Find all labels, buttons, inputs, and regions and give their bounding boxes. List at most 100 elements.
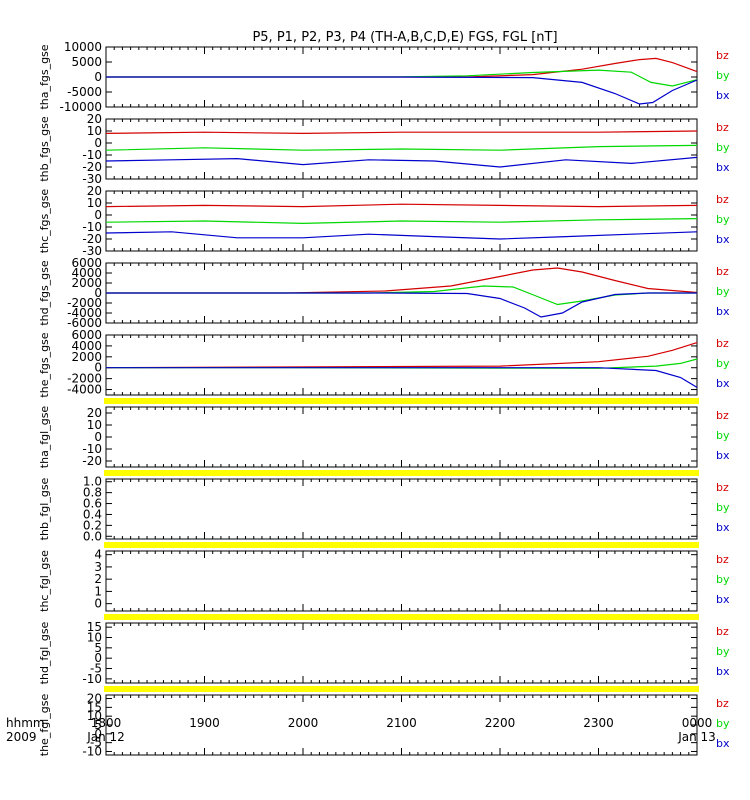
y-tick-label: 4	[94, 548, 102, 562]
y-tick-label: -10000	[59, 100, 102, 114]
y-tick-label: 10	[87, 196, 102, 210]
legend-entry-bx: bx	[716, 593, 730, 606]
legend-entry-bx: bx	[716, 89, 730, 102]
legend-entry-bx: bx	[716, 233, 730, 246]
legend-entry-by: by	[716, 141, 730, 154]
y-tick-label: -10	[82, 148, 102, 162]
y-axis-label: thb_fgl_gse	[38, 477, 51, 540]
x-end-date-label: Jan 13	[677, 730, 716, 744]
y-tick-label: 6000	[71, 328, 102, 342]
y-tick-label: 0	[94, 430, 102, 444]
panel-frame	[105, 550, 698, 612]
series-line-bx	[106, 292, 697, 318]
legend-entry-by: by	[716, 645, 730, 658]
series-line-bz	[106, 267, 698, 294]
y-tick-label: -6000	[67, 316, 102, 330]
y-tick-label: -10	[82, 744, 102, 758]
x-tick-label: 2300	[583, 716, 614, 730]
data-flag-bar	[104, 398, 699, 404]
legend-entry-bz: bz	[716, 193, 729, 206]
x-tick-label: 1900	[189, 716, 220, 730]
panel-thb_fgl_gse: 1.00.80.60.40.20.0 thb_fgl_gse bz by bx	[38, 475, 730, 548]
y-tick-label: 2000	[71, 350, 102, 364]
y-axis-label: the_fgl_gse	[38, 694, 51, 757]
y-tick-label: 0	[94, 70, 102, 84]
series-line-bz	[106, 57, 698, 78]
y-tick-label: 0.6	[83, 497, 102, 511]
y-axis-label: thc_fgl_gse	[38, 550, 51, 612]
series-line-by	[105, 144, 698, 151]
y-tick-label: 0	[94, 727, 102, 741]
x-corner-label-hhmm: hhmm	[6, 716, 45, 730]
x-tick-label: 0000	[682, 716, 713, 730]
x-tick-label: 2000	[288, 716, 319, 730]
legend-entry-by: by	[716, 69, 730, 82]
legend-entry-bx: bx	[716, 449, 730, 462]
legend-entry-by: by	[716, 285, 730, 298]
panel-frame	[105, 406, 698, 468]
x-start-date-label: Jan 12	[86, 730, 125, 744]
x-corner-label-year: 2009	[6, 730, 37, 744]
y-axis-label: thd_fgl_gse	[38, 621, 51, 684]
legend-entry-bz: bz	[716, 337, 729, 350]
y-tick-label: 15	[87, 620, 102, 634]
y-tick-label: -20	[82, 232, 102, 246]
series-line-bz	[105, 342, 698, 369]
legend-entry-by: by	[716, 573, 730, 586]
series-line-bz	[105, 203, 698, 208]
y-tick-label: 1	[94, 584, 102, 598]
series-line-by	[106, 285, 697, 306]
y-axis-label: tha_fgs_gse	[38, 44, 51, 109]
y-tick-label: 5	[94, 718, 102, 732]
series-line-by	[105, 218, 698, 225]
y-tick-label: -30	[82, 172, 102, 186]
y-tick-label: -5	[90, 736, 102, 750]
legend-entry-bz: bz	[716, 265, 729, 278]
y-tick-label: 0	[94, 136, 102, 150]
y-tick-label: 4000	[71, 266, 102, 280]
y-tick-label: -20	[82, 454, 102, 468]
y-tick-label: -5	[90, 662, 102, 676]
legend-entry-by: by	[716, 213, 730, 226]
data-flag-bar	[104, 614, 699, 620]
y-tick-label: -5000	[67, 85, 102, 99]
series-line-bx	[106, 76, 698, 105]
y-tick-label: 10	[87, 418, 102, 432]
y-tick-label: 10000	[64, 40, 102, 54]
legend-entry-bz: bz	[716, 49, 729, 62]
y-tick-label: -2000	[67, 296, 102, 310]
legend-entry-bx: bx	[716, 737, 730, 750]
y-tick-label: 0.0	[83, 529, 102, 543]
legend-entry-by: by	[716, 357, 730, 370]
y-tick-label: -4000	[67, 383, 102, 397]
x-tick-label: 2100	[386, 716, 417, 730]
legend-entry-bz: bz	[716, 553, 729, 566]
y-tick-label: 0.2	[83, 518, 102, 532]
y-tick-label: 0	[94, 208, 102, 222]
data-flag-bar	[104, 470, 699, 476]
x-tick-label: 1800	[91, 716, 122, 730]
y-axis-label: the_fgs_gse	[38, 332, 51, 397]
y-tick-label: -30	[82, 244, 102, 258]
legend-entry-bx: bx	[716, 161, 730, 174]
y-tick-label: 0.8	[83, 486, 102, 500]
data-flag-bar	[104, 542, 699, 548]
y-tick-label: 20	[87, 112, 102, 126]
y-axis-label: thd_fgs_gse	[38, 260, 51, 326]
legend-entry-bz: bz	[716, 697, 729, 710]
y-tick-label: 3	[94, 560, 102, 574]
data-flag-bar	[104, 686, 699, 692]
series-line-bx	[106, 367, 698, 388]
y-tick-label: 15	[87, 700, 102, 714]
panel-frame	[105, 478, 698, 540]
series-line-by	[106, 69, 698, 87]
y-tick-label: 6000	[71, 256, 102, 270]
legend-entry-by: by	[716, 717, 730, 730]
